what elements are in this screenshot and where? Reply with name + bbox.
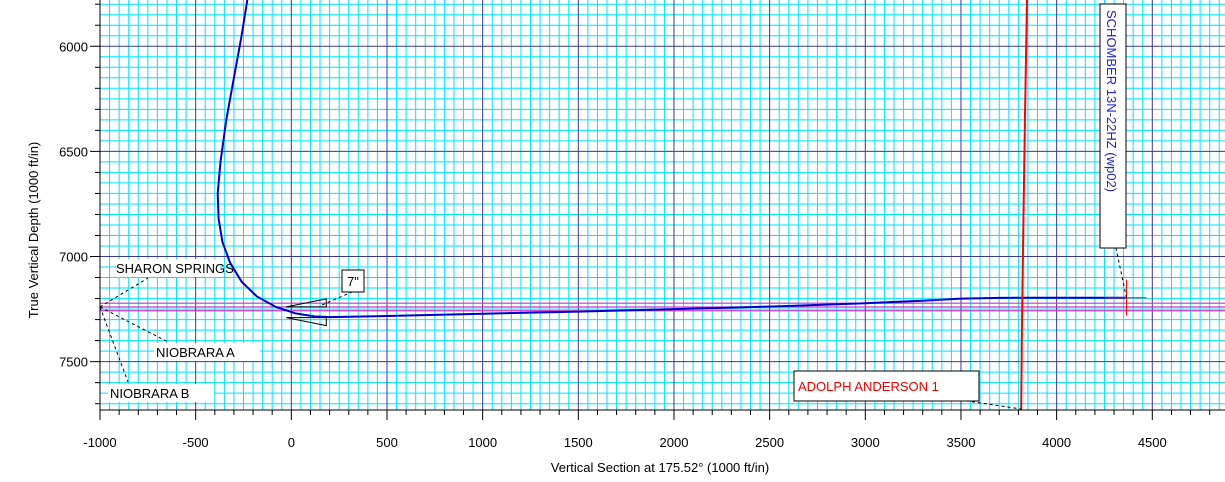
formation-label-sharon-springs: SHARON SPRINGS (116, 259, 234, 277)
x-tick-label: 1000 (468, 435, 497, 450)
x-tick-label: 3500 (947, 435, 976, 450)
formation-label-text: NIOBRARA A (156, 345, 235, 360)
casing-shoe-marker (286, 317, 327, 327)
leader-line (99, 306, 129, 383)
x-axis-title: Vertical Section at 175.52° (1000 ft/in) (551, 460, 769, 475)
leader-line (959, 399, 1022, 410)
x-tick-label: 2000 (660, 435, 689, 450)
casing-label-box (341, 269, 365, 293)
well-paths (216, 0, 1126, 411)
well-label-text-blue: SCHOMBER 13N-22HZ (wp02) (1104, 10, 1119, 192)
axes: -1000 -500 0 500 1000 1500 2000 2500 3000 3500 400… (59, 0, 1225, 450)
formation-label-text: NIOBRARA B (110, 386, 189, 401)
formation-label-text: SHARON SPRINGS (116, 261, 234, 276)
label-bg (108, 384, 214, 402)
leader-line (322, 291, 353, 306)
x-tick-label: 3000 (851, 435, 880, 450)
y-axis-title: True Vertical Depth (1000 ft/in) (26, 142, 41, 319)
x-tick-label: 0 (288, 435, 295, 450)
y-tick-label: 7500 (59, 355, 88, 370)
plot-grid (99, 0, 1225, 410)
annotations: SHARON SPRINGS NIOBRARA A NIOBRARA B 7" SCHO… (99, 3, 1147, 410)
x-tick-label: 2500 (755, 435, 784, 450)
casing-label-text: 7" (347, 274, 359, 289)
x-tick-label: -500 (183, 435, 209, 450)
well-path (1020, 0, 1028, 411)
formation-label-niobrara-b: NIOBRARA B (108, 384, 214, 402)
x-tick-label: -1000 (83, 435, 116, 450)
x-tick-label: 4500 (1138, 435, 1167, 450)
formation-label-niobrara-a: NIOBRARA A (154, 343, 260, 361)
y-tick-label: 6000 (59, 39, 88, 54)
leader-line (99, 306, 169, 343)
label-bg (116, 259, 220, 277)
y-tick-label: 6500 (59, 144, 88, 159)
casing-shoe-marker (286, 298, 327, 308)
leader-line (1115, 247, 1127, 298)
x-tick-label: 500 (376, 435, 398, 450)
well-label-box-red (793, 370, 980, 402)
well-label-box-blue (1099, 3, 1127, 249)
y-tick-label: 7000 (59, 250, 88, 265)
well-path (216, 0, 1126, 319)
label-bg (154, 343, 260, 361)
well-label-text-red: ADOLPH ANDERSON 1 (798, 379, 939, 394)
x-tick-label: 1500 (564, 435, 593, 450)
x-tick-label: 4000 (1042, 435, 1071, 450)
